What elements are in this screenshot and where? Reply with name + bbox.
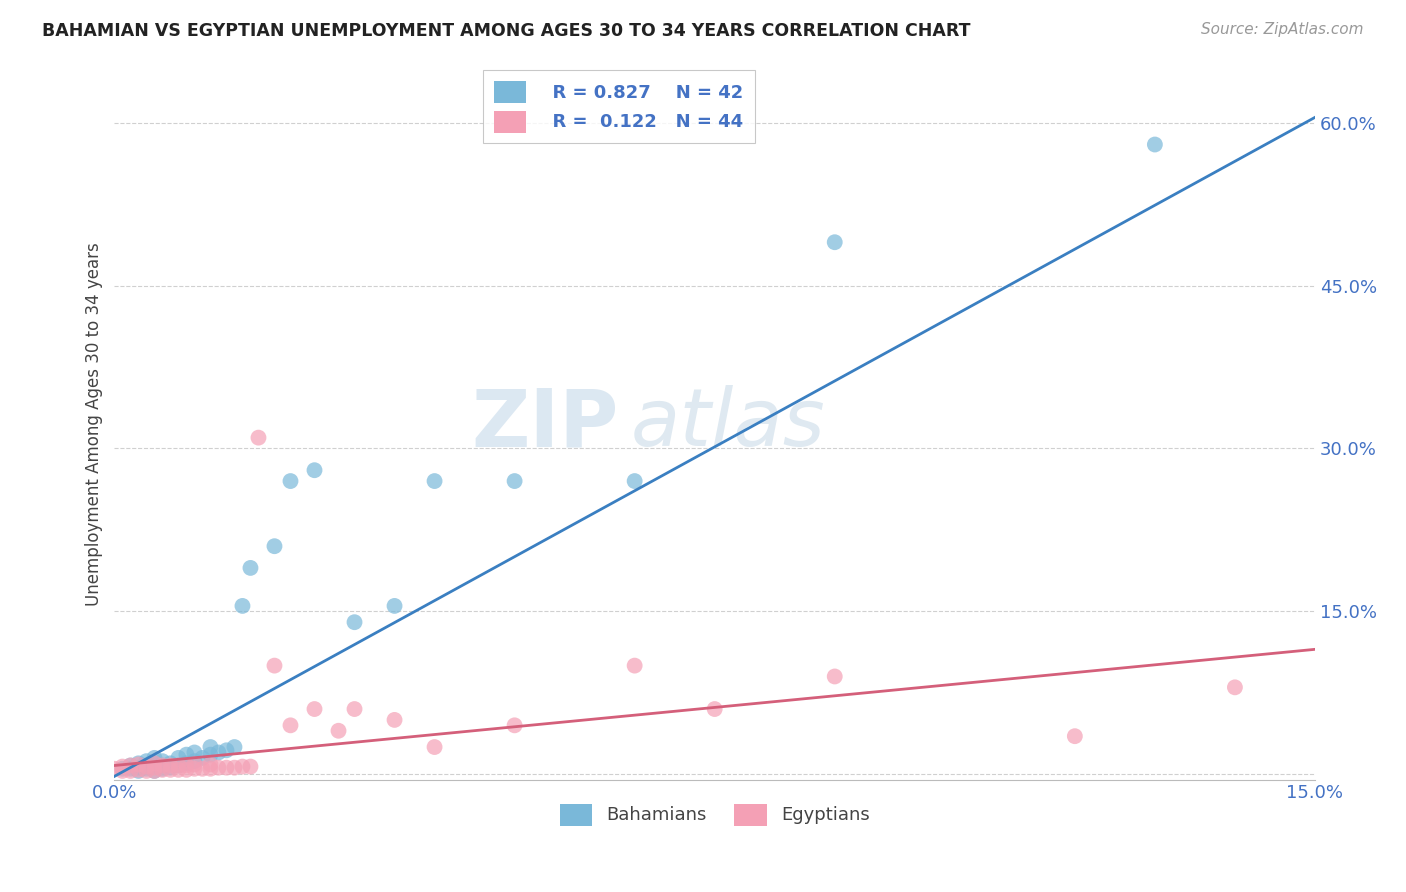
Point <box>623 658 645 673</box>
Point <box>111 764 134 778</box>
Point <box>135 758 157 772</box>
Point <box>152 763 174 777</box>
Point <box>304 702 326 716</box>
Text: atlas: atlas <box>631 385 825 463</box>
Point <box>143 751 166 765</box>
Point <box>503 474 526 488</box>
Legend: Bahamians, Egyptians: Bahamians, Egyptians <box>551 795 879 835</box>
Point <box>1223 681 1246 695</box>
Point <box>127 764 149 778</box>
Point <box>127 761 149 775</box>
Point <box>215 761 238 775</box>
Point <box>152 762 174 776</box>
Point <box>423 739 446 754</box>
Point <box>191 762 214 776</box>
Point <box>623 474 645 488</box>
Text: ZIP: ZIP <box>471 385 619 463</box>
Point <box>224 761 246 775</box>
Point <box>1063 729 1085 743</box>
Point <box>143 756 166 771</box>
Point <box>152 758 174 772</box>
Point <box>191 751 214 765</box>
Point <box>183 762 205 776</box>
Point <box>200 747 222 762</box>
Point <box>135 762 157 776</box>
Point <box>111 759 134 773</box>
Point <box>280 718 302 732</box>
Point <box>183 757 205 772</box>
Point <box>824 235 846 250</box>
Point <box>103 762 125 776</box>
Point <box>167 751 190 765</box>
Y-axis label: Unemployment Among Ages 30 to 34 years: Unemployment Among Ages 30 to 34 years <box>86 243 103 606</box>
Point <box>143 764 166 778</box>
Point <box>167 758 190 772</box>
Point <box>159 761 181 775</box>
Point <box>224 739 246 754</box>
Point <box>167 758 190 772</box>
Point <box>215 743 238 757</box>
Point <box>304 463 326 477</box>
Point <box>503 718 526 732</box>
Text: Source: ZipAtlas.com: Source: ZipAtlas.com <box>1201 22 1364 37</box>
Point <box>343 615 366 630</box>
Point <box>135 764 157 778</box>
Point <box>120 764 142 778</box>
Point <box>159 763 181 777</box>
Point <box>263 539 285 553</box>
Point <box>343 702 366 716</box>
Point <box>120 758 142 772</box>
Point <box>143 759 166 773</box>
Point <box>703 702 725 716</box>
Point <box>176 756 198 771</box>
Point <box>176 747 198 762</box>
Point <box>143 761 166 775</box>
Point <box>135 754 157 768</box>
Point <box>263 658 285 673</box>
Point <box>176 758 198 772</box>
Point <box>167 763 190 777</box>
Point <box>183 746 205 760</box>
Point <box>239 561 262 575</box>
Point <box>127 763 149 777</box>
Point <box>152 754 174 768</box>
Point <box>159 756 181 771</box>
Point <box>231 599 253 613</box>
Point <box>120 758 142 772</box>
Point <box>384 713 406 727</box>
Point <box>207 761 229 775</box>
Point <box>384 599 406 613</box>
Point <box>127 756 149 771</box>
Point <box>200 762 222 776</box>
Point <box>120 762 142 776</box>
Point <box>207 746 229 760</box>
Point <box>111 762 134 776</box>
Point <box>1143 137 1166 152</box>
Point <box>328 723 350 738</box>
Point <box>183 754 205 768</box>
Point <box>127 757 149 772</box>
Point <box>159 758 181 772</box>
Point <box>200 739 222 754</box>
Point <box>231 759 253 773</box>
Point <box>247 431 270 445</box>
Point <box>143 756 166 771</box>
Point <box>152 758 174 772</box>
Point <box>280 474 302 488</box>
Text: BAHAMIAN VS EGYPTIAN UNEMPLOYMENT AMONG AGES 30 TO 34 YEARS CORRELATION CHART: BAHAMIAN VS EGYPTIAN UNEMPLOYMENT AMONG … <box>42 22 970 40</box>
Point <box>176 763 198 777</box>
Point <box>200 757 222 772</box>
Point <box>143 764 166 778</box>
Point <box>135 759 157 773</box>
Point <box>423 474 446 488</box>
Point <box>239 759 262 773</box>
Point <box>824 669 846 683</box>
